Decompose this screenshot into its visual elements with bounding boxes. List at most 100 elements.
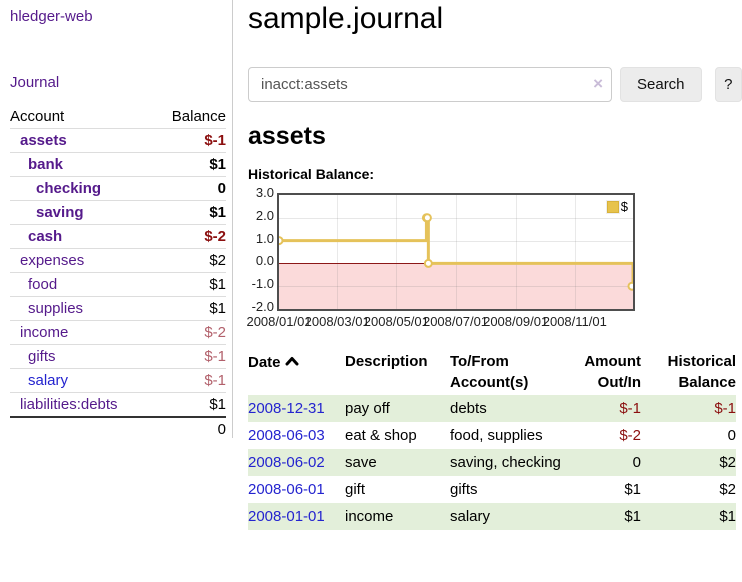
transaction-description: pay off xyxy=(345,400,390,417)
sidebar-item-journal[interactable]: Journal xyxy=(10,74,60,91)
account-balance: $1 xyxy=(153,200,226,225)
register-row: 2008-01-01 income salary $1 $1 xyxy=(248,503,736,530)
accounts-total-value: 0 xyxy=(153,416,226,441)
transaction-date-link[interactable]: 2008-06-02 xyxy=(248,454,325,471)
chart-title: Historical Balance: xyxy=(248,166,375,182)
transaction-amount: $1 xyxy=(624,481,641,498)
transaction-amount: $-1 xyxy=(619,400,641,417)
account-link[interactable]: checking xyxy=(36,180,102,197)
balance-chart: $ 3.0 2.0 1.0 0.0 -1.0 -2.0 2008/01/01 2008/03/… xyxy=(246,185,742,332)
register-col-description: Description xyxy=(345,353,428,370)
clear-search-icon[interactable]: × xyxy=(593,74,603,93)
legend-label: $ xyxy=(620,199,628,214)
chart-x-axis-label: 2008/07/01 xyxy=(422,314,489,329)
chart-y-axis-label: -1.0 xyxy=(251,276,274,292)
account-balance: $1 xyxy=(153,272,226,297)
account-balance: $-2 xyxy=(153,320,226,345)
account-row: salary $-1 xyxy=(10,368,226,393)
register-row: 2008-06-03 eat & shop food, supplies $-2 0 xyxy=(248,422,736,449)
search-input[interactable] xyxy=(248,67,612,102)
register-col-balance: Historical Balance xyxy=(667,353,736,391)
account-balance: $-1 xyxy=(153,368,226,393)
chart-x-axis-label: 2008/05/01 xyxy=(363,314,429,329)
main-content: sample.journal × Search ? assets Histori… xyxy=(246,0,742,530)
account-link[interactable]: gifts xyxy=(28,348,56,365)
account-row: saving $1 xyxy=(10,200,226,225)
transaction-amount: 0 xyxy=(632,454,641,471)
transaction-balance: $2 xyxy=(719,454,736,471)
search-bar: × Search ? xyxy=(248,67,742,102)
chart-x-axis-label: 2008/01/01 xyxy=(246,314,312,329)
transaction-balance: $1 xyxy=(719,508,736,525)
transaction-description: eat & shop xyxy=(345,427,417,444)
account-balance: $-1 xyxy=(153,344,226,369)
chart-y-axis-label: 0.0 xyxy=(255,253,274,269)
transaction-description: save xyxy=(345,454,377,471)
account-link[interactable]: saving xyxy=(36,204,84,221)
transaction-accounts: saving, checking xyxy=(450,454,561,471)
search-button[interactable]: Search xyxy=(620,67,702,102)
transaction-amount: $-2 xyxy=(619,427,641,444)
chart-legend: $ xyxy=(605,199,628,214)
chart-y-axis-label: 2.0 xyxy=(255,207,274,223)
transaction-accounts: salary xyxy=(450,508,491,525)
account-link[interactable]: assets xyxy=(20,132,67,149)
transaction-balance: 0 xyxy=(727,427,736,444)
chart-x-axis-label: 2008/11/01 xyxy=(542,314,607,329)
account-row: expenses $2 xyxy=(10,248,226,273)
register-row: 2008-12-31 pay off debts $-1 $-1 xyxy=(248,395,736,422)
account-balance: $-2 xyxy=(153,224,226,249)
account-balance: $1 xyxy=(153,152,226,177)
account-link[interactable]: food xyxy=(28,276,58,293)
register-row: 2008-06-01 gift gifts $1 $2 xyxy=(248,476,736,503)
sort-asc-icon xyxy=(285,351,299,372)
account-row: checking 0 xyxy=(10,176,226,201)
account-balance: 0 xyxy=(153,176,226,201)
account-row: cash $-2 xyxy=(10,224,226,249)
help-button[interactable]: ? xyxy=(714,67,742,102)
account-row: liabilities:debts $1 xyxy=(10,392,226,417)
accounts-col-account: Account xyxy=(10,108,65,125)
account-row: income $-2 xyxy=(10,320,226,345)
dollar-series-swatch-icon xyxy=(605,199,620,214)
account-link[interactable]: cash xyxy=(28,228,63,245)
account-row: assets $-1 xyxy=(10,128,226,153)
account-balance: $1 xyxy=(153,296,226,321)
account-link[interactable]: income xyxy=(20,324,69,341)
register-col-date[interactable]: Date xyxy=(248,349,345,395)
transaction-accounts: food, supplies xyxy=(450,427,543,444)
chart-y-axis-label: 3.0 xyxy=(255,185,274,200)
account-link[interactable]: bank xyxy=(28,156,64,173)
transaction-amount: $1 xyxy=(624,508,641,525)
register-row: 2008-06-02 save saving, checking 0 $2 xyxy=(248,449,736,476)
accounts-table: Account Balance assets $-1 bank $1 checking 0… xyxy=(10,105,226,441)
account-row: supplies $1 xyxy=(10,296,226,321)
transaction-date-link[interactable]: 2008-06-01 xyxy=(248,481,325,498)
account-link[interactable]: supplies xyxy=(28,300,84,317)
sidebar: hledger-web Journal Account Balance asse… xyxy=(0,0,233,441)
account-row: gifts $-1 xyxy=(10,344,226,369)
transaction-date-link[interactable]: 2008-06-03 xyxy=(248,427,325,444)
account-link[interactable]: expenses xyxy=(20,252,85,269)
account-balance: $-1 xyxy=(153,128,226,153)
account-row: food $1 xyxy=(10,272,226,297)
page-title: sample.journal xyxy=(248,2,444,35)
chart-x-axis-label: 2008/09/01 xyxy=(483,314,549,329)
account-balance: $1 xyxy=(153,392,226,417)
register-col-accounts: To/From Account(s) xyxy=(450,353,529,391)
chart-y-axis-label: -2.0 xyxy=(251,299,274,314)
transaction-balance: $-1 xyxy=(714,400,736,417)
register-col-amount: Amount Out/In xyxy=(584,353,641,391)
register-table: Date Description To/From Account(s) Amou… xyxy=(248,349,736,530)
chart-x-axis-label: 2008/03/01 xyxy=(304,314,370,329)
account-balance: $2 xyxy=(153,248,226,273)
transaction-date-link[interactable]: 2008-12-31 xyxy=(248,400,325,417)
account-link[interactable]: salary xyxy=(28,372,69,389)
account-link[interactable]: liabilities:debts xyxy=(20,396,118,413)
transaction-balance: $2 xyxy=(719,481,736,498)
transaction-date-link[interactable]: 2008-01-01 xyxy=(248,508,325,525)
account-heading: assets xyxy=(248,122,326,150)
accounts-col-balance: Balance xyxy=(171,108,226,125)
chart-y-axis-label: 1.0 xyxy=(255,230,274,246)
app-title[interactable]: hledger-web xyxy=(10,8,93,25)
